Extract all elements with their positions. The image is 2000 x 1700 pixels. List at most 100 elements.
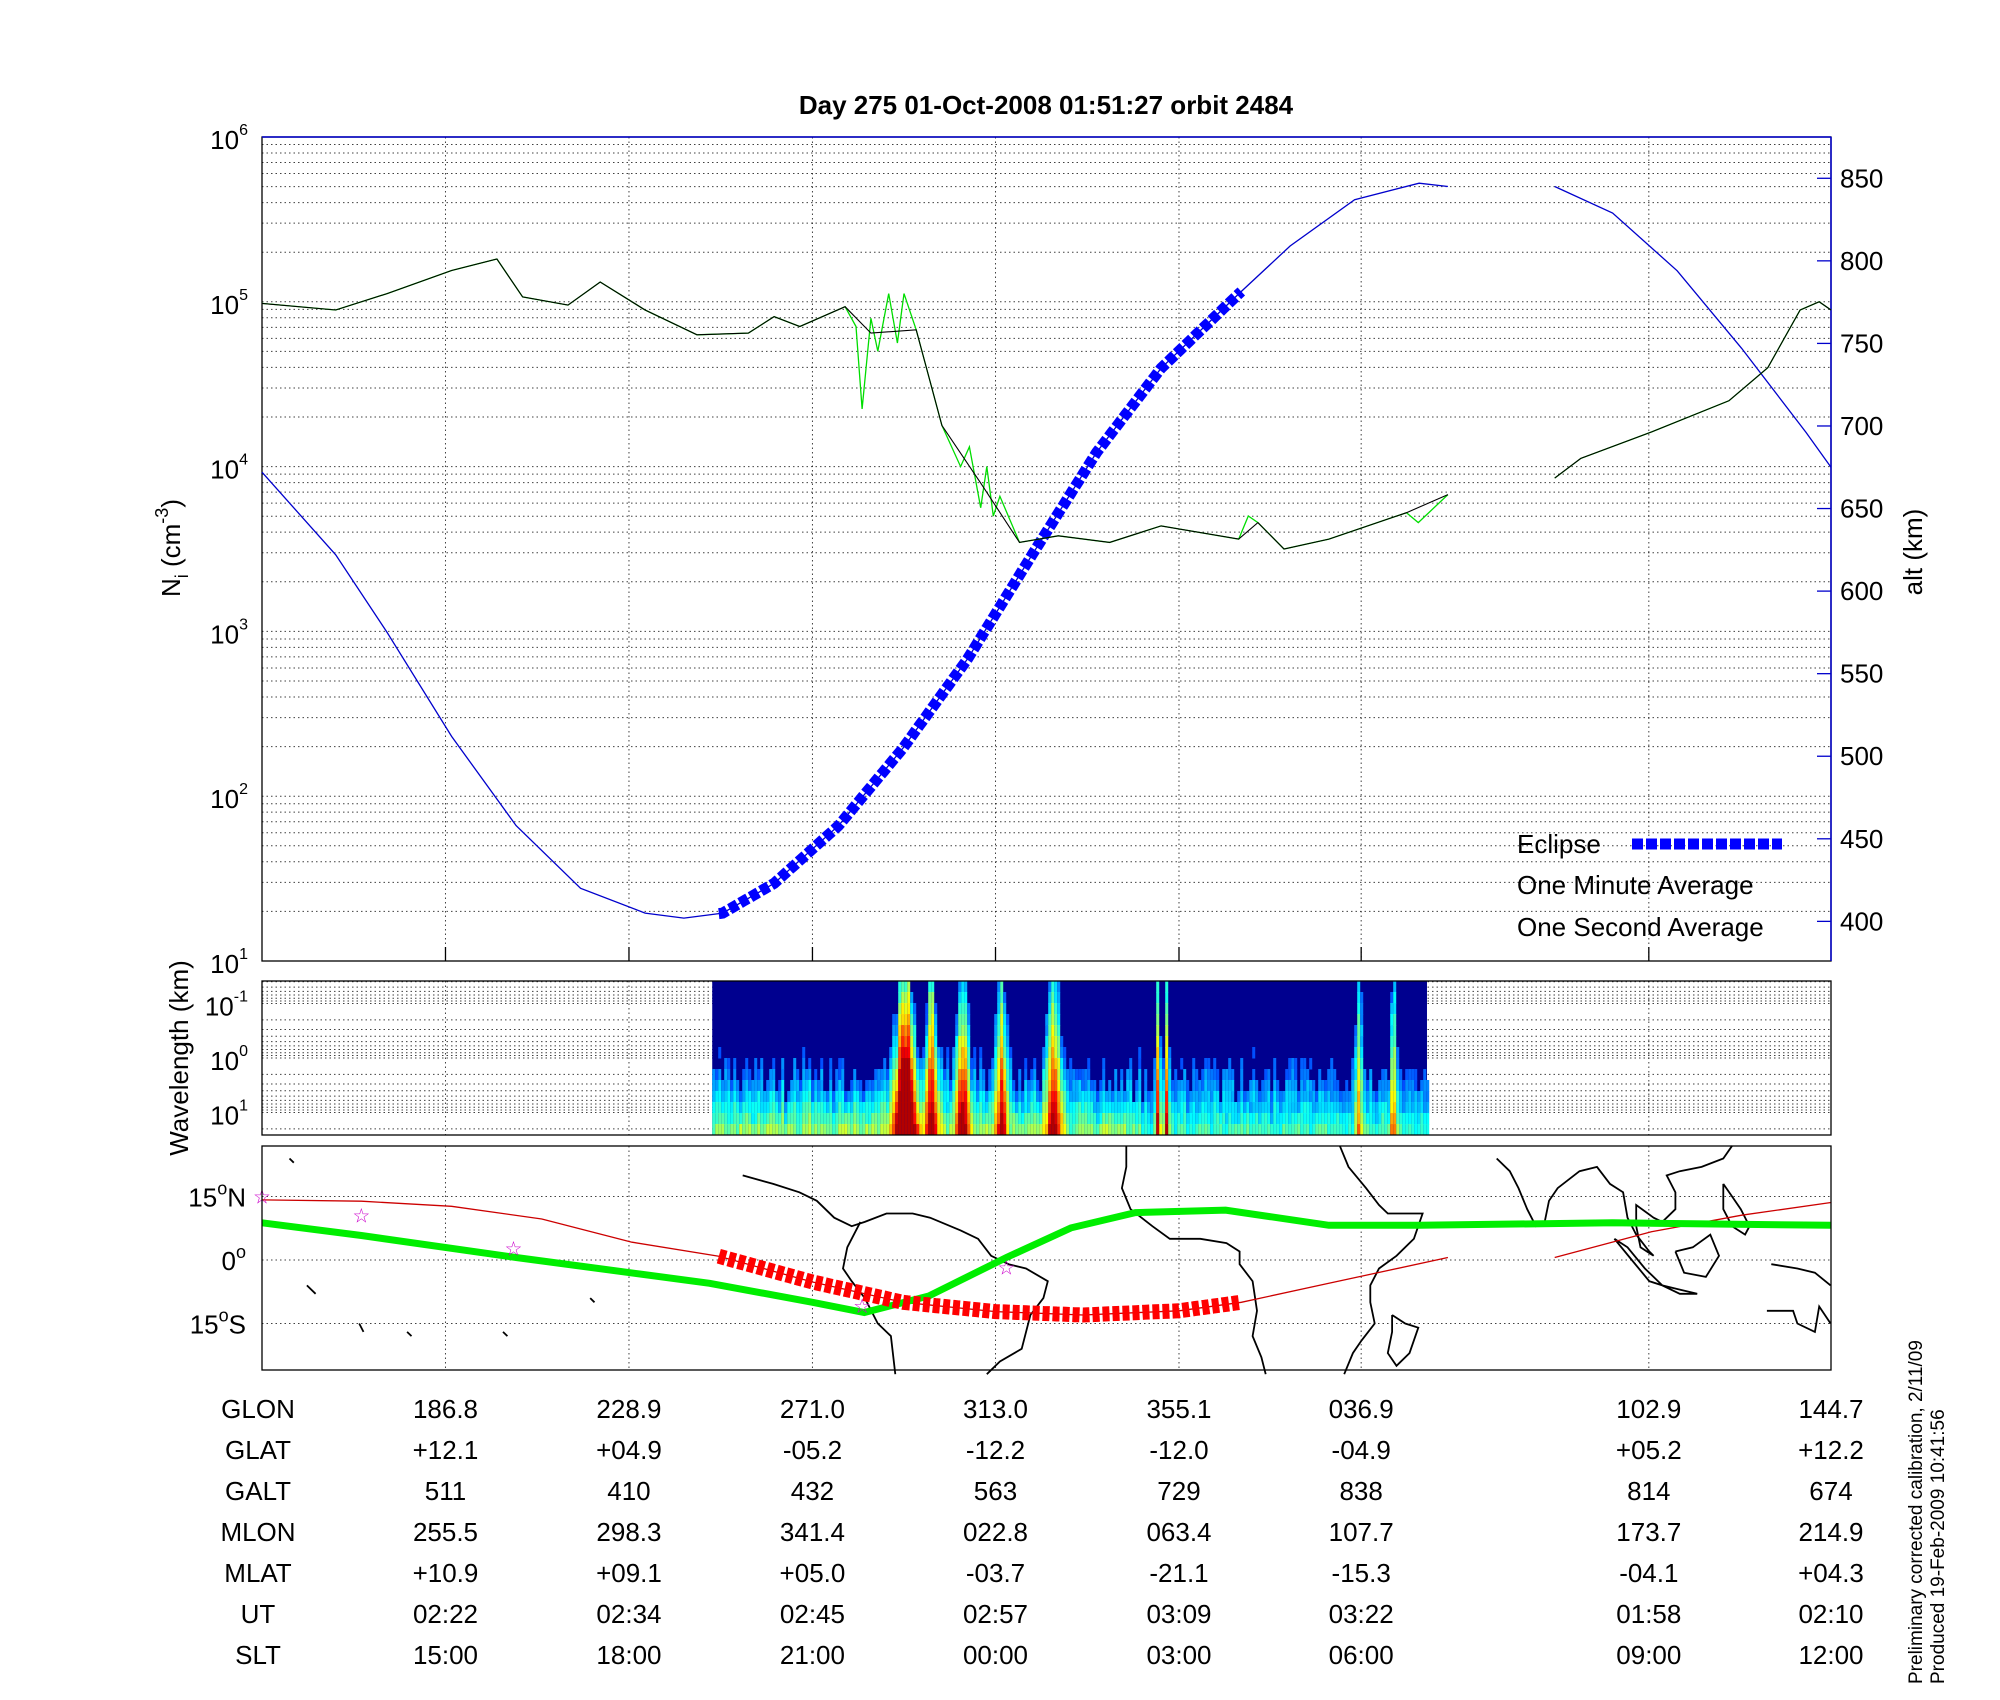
spectrogram-cell xyxy=(910,1091,914,1103)
spectrogram-cell xyxy=(958,1102,962,1114)
spectrogram-cell xyxy=(1396,1102,1400,1114)
spectrogram-cell xyxy=(934,1003,938,1015)
spectrogram-cell xyxy=(1402,1124,1406,1136)
spectrogram-cell xyxy=(865,1091,869,1103)
table-cell: 410 xyxy=(607,1476,650,1506)
spectrogram-cell xyxy=(1180,1124,1184,1136)
spectrogram-cell xyxy=(1174,1080,1178,1092)
table-cell: 03:00 xyxy=(1146,1640,1211,1670)
spectrogram-cell xyxy=(1042,1080,1046,1092)
spectrogram-cell xyxy=(724,1080,728,1092)
table-cell: 036.9 xyxy=(1329,1394,1394,1424)
tick-base: 10 xyxy=(210,1046,239,1076)
spectrogram-cell xyxy=(994,1091,998,1103)
spectrogram-cell xyxy=(1324,1091,1328,1103)
spectrogram-cell xyxy=(1048,1124,1052,1136)
spectrogram-cell xyxy=(1378,1080,1382,1092)
spectrogram-cell xyxy=(1144,1124,1148,1136)
spectrogram-cell xyxy=(1288,1113,1292,1125)
spectrogram-cell xyxy=(925,1113,929,1125)
spectrogram-cell xyxy=(1354,1058,1358,1070)
spectrogram-cell xyxy=(1003,1058,1007,1070)
spectrogram-cell xyxy=(835,1124,839,1136)
spectrogram-cell xyxy=(1384,1080,1388,1092)
spectrogram-cell xyxy=(1174,1102,1178,1114)
spectrogram-cell xyxy=(1024,1058,1028,1070)
spectrogram-cell xyxy=(1057,992,1061,1004)
spectrogram-cell xyxy=(955,1069,959,1081)
spectrogram-cell xyxy=(1312,1124,1316,1136)
spectrogram-cell xyxy=(1282,1113,1286,1125)
table-cell: 02:34 xyxy=(596,1599,661,1629)
spectrogram-cell xyxy=(1021,1124,1025,1136)
spectrogram-cell xyxy=(1408,1069,1412,1081)
spectrogram-cell xyxy=(1054,1080,1058,1092)
spectrogram-cell xyxy=(1084,1124,1088,1136)
spectrogram-cell xyxy=(880,1102,884,1114)
spectrogram-cell xyxy=(1105,1102,1109,1114)
spectrogram-cell xyxy=(1180,1058,1184,1070)
spectrogram-cell xyxy=(988,1124,992,1136)
spectrogram-cell xyxy=(1081,1080,1085,1092)
spectrogram-cell xyxy=(1054,1014,1058,1026)
spectrogram-cell xyxy=(943,1124,947,1136)
spectrogram-cell xyxy=(997,981,1001,993)
spectrogram-cell xyxy=(1261,1080,1265,1092)
spectrogram-cell xyxy=(910,1003,914,1015)
spectrogram-cell xyxy=(760,1069,764,1081)
spectrogram-cell xyxy=(802,1113,806,1125)
spectrogram-cell xyxy=(862,1113,866,1125)
spectrogram-cell xyxy=(961,1025,965,1037)
spectrogram-cell xyxy=(727,1102,731,1114)
spectrogram-cell xyxy=(1003,1069,1007,1081)
spectrogram-cell xyxy=(820,1102,824,1114)
spectrogram-cell xyxy=(928,1003,932,1015)
spectrogram-cell xyxy=(1114,1102,1118,1114)
spectrogram-cell xyxy=(1144,1080,1148,1092)
spectrogram-cell xyxy=(928,1036,932,1048)
spectrogram-cell xyxy=(1357,992,1361,1004)
spectrogram-cell xyxy=(1051,1058,1055,1070)
spectrogram-cell xyxy=(859,1113,863,1125)
spectrogram-cell xyxy=(736,1091,740,1103)
spectrogram-cell xyxy=(1201,1124,1205,1136)
spectrogram-cell xyxy=(1192,1080,1196,1092)
spectrogram-cell xyxy=(1279,1102,1283,1114)
row-label-mlat: MLAT xyxy=(224,1558,292,1588)
spectrogram-cell xyxy=(1102,1102,1106,1114)
table-cell: 12:00 xyxy=(1798,1640,1863,1670)
table-cell: 00:00 xyxy=(963,1640,1028,1670)
spectrogram-cell xyxy=(1168,1113,1172,1125)
spectrogram-cell xyxy=(931,1025,935,1037)
spectrogram-cell xyxy=(1414,1069,1418,1081)
spectrogram-cell xyxy=(967,1124,971,1136)
spectrogram-cell xyxy=(1198,1080,1202,1092)
spectrogram-cell xyxy=(1039,1091,1043,1103)
spectrogram-y-axis-label: Wavelength (km) xyxy=(164,960,194,1156)
spectrogram-cell xyxy=(1153,1091,1157,1103)
spectrogram-cell xyxy=(724,1069,728,1081)
spectrogram-cell xyxy=(1054,992,1058,1004)
spectrogram-cell xyxy=(1414,1091,1418,1103)
spectrogram-cell xyxy=(1129,1102,1133,1114)
coastline xyxy=(502,1331,509,1337)
spectrogram-cell xyxy=(1240,1058,1244,1070)
tick-exponent: 5 xyxy=(239,287,248,304)
spectrogram-cell xyxy=(967,1047,971,1059)
spectrogram-cell xyxy=(820,1124,824,1136)
spectrogram-cell xyxy=(1105,1091,1109,1103)
spectrogram-cell xyxy=(1030,1091,1034,1103)
spectrogram-cell xyxy=(1360,1080,1364,1092)
spectrogram-cell xyxy=(1273,1102,1277,1114)
spectrogram-cell xyxy=(1135,1124,1139,1136)
spectrogram-cell xyxy=(775,1102,779,1114)
row-label-glat: GLAT xyxy=(225,1435,291,1465)
spectrogram-cell xyxy=(1357,1091,1361,1103)
spectrogram-cell xyxy=(913,1014,917,1026)
spectrogram-cell xyxy=(925,1047,929,1059)
spectrogram-cell xyxy=(1303,1091,1307,1103)
spectrogram-cell xyxy=(1249,1091,1253,1103)
spectrogram-cell xyxy=(790,1091,794,1103)
spectrogram-cell xyxy=(895,1025,899,1037)
spectrogram-cell xyxy=(1042,1058,1046,1070)
